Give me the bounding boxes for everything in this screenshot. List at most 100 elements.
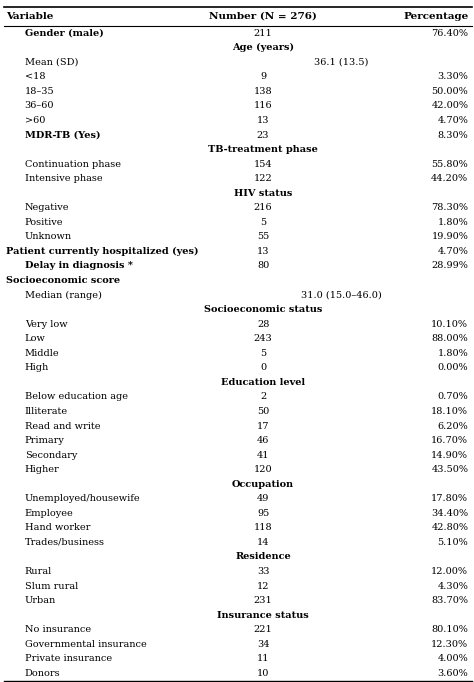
Text: 1.80%: 1.80% [438,349,468,358]
Text: 41: 41 [257,451,269,460]
Text: 0.00%: 0.00% [438,364,468,372]
Text: 17: 17 [257,421,269,430]
Text: 44.20%: 44.20% [431,174,468,183]
Text: Variable: Variable [6,12,53,21]
Text: 221: 221 [254,625,273,634]
Text: Percentage: Percentage [403,12,468,21]
Text: 6.20%: 6.20% [438,421,468,430]
Text: 42.00%: 42.00% [431,102,468,110]
Text: 50.00%: 50.00% [431,87,468,96]
Text: Positive: Positive [25,218,63,227]
Text: 76.40%: 76.40% [431,29,468,38]
Text: 78.30%: 78.30% [431,203,468,212]
Text: 12.00%: 12.00% [431,567,468,576]
Text: 18.10%: 18.10% [431,407,468,416]
Text: 154: 154 [254,160,273,168]
Text: 4.70%: 4.70% [438,116,468,125]
Text: 216: 216 [254,203,273,212]
Text: Socioeconomic score: Socioeconomic score [6,276,120,285]
Text: 42.80%: 42.80% [431,523,468,533]
Text: Socioeconomic status: Socioeconomic status [204,305,322,314]
Text: 13: 13 [257,247,269,256]
Text: Urban: Urban [25,596,56,605]
Text: 36–60: 36–60 [25,102,54,110]
Text: 12: 12 [257,582,269,591]
Text: 0: 0 [260,364,266,372]
Text: 33: 33 [257,567,269,576]
Text: 83.70%: 83.70% [431,596,468,605]
Text: No insurance: No insurance [25,625,91,634]
Text: 3.60%: 3.60% [438,669,468,678]
Text: Donors: Donors [25,669,60,678]
Text: 118: 118 [254,523,273,533]
Text: Hand worker: Hand worker [25,523,90,533]
Text: Slum rural: Slum rural [25,582,78,591]
Text: 122: 122 [254,174,273,183]
Text: Negative: Negative [25,203,69,212]
Text: 120: 120 [254,465,273,474]
Text: 1.80%: 1.80% [438,218,468,227]
Text: 18–35: 18–35 [25,87,54,96]
Text: Read and write: Read and write [25,421,100,430]
Text: 243: 243 [254,334,273,343]
Text: Trades/business: Trades/business [25,538,105,547]
Text: <18: <18 [25,72,45,81]
Text: Delay in diagnosis *: Delay in diagnosis * [25,261,133,271]
Text: MDR-TB (Yes): MDR-TB (Yes) [25,130,100,140]
Text: Patient currently hospitalized (yes): Patient currently hospitalized (yes) [6,247,198,256]
Text: 10.10%: 10.10% [431,320,468,329]
Text: 16.70%: 16.70% [431,436,468,445]
Text: Low: Low [25,334,46,343]
Text: TB-treatment phase: TB-treatment phase [208,145,318,154]
Text: 50: 50 [257,407,269,416]
Text: 4.00%: 4.00% [438,654,468,664]
Text: Below education age: Below education age [25,392,128,402]
Text: 11: 11 [257,654,269,664]
Text: Very low: Very low [25,320,67,329]
Text: 4.30%: 4.30% [438,582,468,591]
Text: HIV status: HIV status [234,189,292,198]
Text: Governmental insurance: Governmental insurance [25,640,146,649]
Text: 19.90%: 19.90% [431,233,468,241]
Text: 28.99%: 28.99% [431,261,468,271]
Text: Unemployed/housewife: Unemployed/housewife [25,494,140,503]
Text: 2: 2 [260,392,266,402]
Text: Occupation: Occupation [232,479,294,489]
Text: 8.30%: 8.30% [438,130,468,140]
Text: Residence: Residence [235,552,291,561]
Text: 36.1 (13.5): 36.1 (13.5) [314,58,368,67]
Text: 211: 211 [254,29,273,38]
Text: >60: >60 [25,116,45,125]
Text: 17.80%: 17.80% [431,494,468,503]
Text: 14: 14 [257,538,269,547]
Text: Middle: Middle [25,349,59,358]
Text: 10: 10 [257,669,269,678]
Text: 46: 46 [257,436,269,445]
Text: 28: 28 [257,320,269,329]
Text: Employee: Employee [25,509,73,518]
Text: 31.0 (15.0–46.0): 31.0 (15.0–46.0) [301,291,382,299]
Text: 4.70%: 4.70% [438,247,468,256]
Text: 34.40%: 34.40% [431,509,468,518]
Text: Secondary: Secondary [25,451,77,460]
Text: Intensive phase: Intensive phase [25,174,102,183]
Text: 13: 13 [257,116,269,125]
Text: Primary: Primary [25,436,64,445]
Text: High: High [25,364,49,372]
Text: Age (years): Age (years) [232,43,294,53]
Text: 138: 138 [254,87,273,96]
Text: 55.80%: 55.80% [431,160,468,168]
Text: 5: 5 [260,349,266,358]
Text: 3.30%: 3.30% [438,72,468,81]
Text: 80.10%: 80.10% [431,625,468,634]
Text: 5.10%: 5.10% [438,538,468,547]
Text: 80: 80 [257,261,269,271]
Text: Continuation phase: Continuation phase [25,160,121,168]
Text: 9: 9 [260,72,266,81]
Text: 23: 23 [257,130,269,140]
Text: 55: 55 [257,233,269,241]
Text: 88.00%: 88.00% [431,334,468,343]
Text: Education level: Education level [221,378,305,387]
Text: 43.50%: 43.50% [431,465,468,474]
Text: 116: 116 [254,102,273,110]
